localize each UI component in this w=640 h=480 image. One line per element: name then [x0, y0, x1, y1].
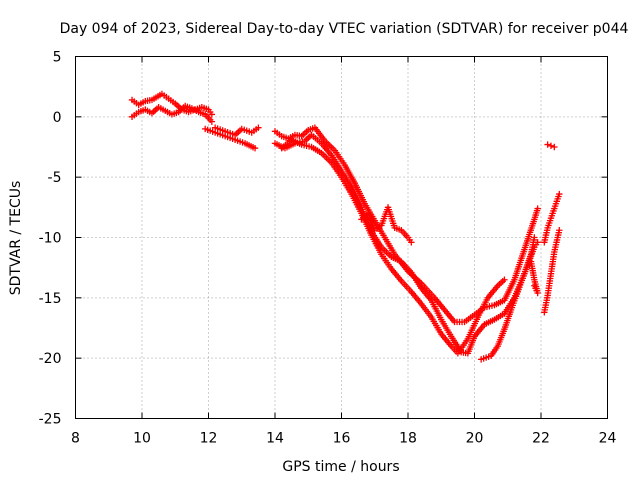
x-tick-label: 20	[466, 431, 484, 447]
data-points	[128, 90, 563, 363]
y-tick-label: -20	[39, 351, 62, 367]
x-tick-label: 14	[266, 431, 284, 447]
x-tick-label: 12	[200, 431, 218, 447]
x-tick-label: 8	[71, 431, 80, 447]
x-tick-label: 24	[599, 431, 617, 447]
data-point-track-k	[551, 143, 558, 151]
y-tick-label: 5	[53, 50, 62, 66]
data-point-track-j	[531, 282, 538, 289]
data-point-track-k	[544, 141, 551, 148]
y-tick-label: -5	[48, 170, 62, 186]
data-point-track-i	[531, 234, 538, 241]
data-point-track-g	[501, 276, 508, 283]
data-point-track-h	[408, 239, 415, 246]
axis-ticks: 8 10 12 14 16 18 20 22 24 5 0 -5 -10 -15 -20 -25	[39, 50, 617, 447]
y-tick-label: -25	[39, 412, 62, 428]
chart-title: Day 094 of 2023, Sidereal Day-to-day VTE…	[60, 21, 629, 37]
x-tick-label: 22	[532, 431, 550, 447]
data-point-track-d	[255, 124, 262, 131]
x-tick-label: 10	[133, 431, 151, 447]
y-tick-label: -10	[39, 231, 62, 247]
data-point-track-l	[556, 227, 563, 234]
data-point-track-k	[547, 142, 555, 149]
data-point-track-c	[251, 145, 259, 152]
y-tick-label: -15	[39, 291, 62, 307]
x-tick-label: 16	[333, 431, 351, 447]
y-tick-label: 0	[53, 110, 62, 126]
data-point-track-e	[534, 205, 541, 212]
data-point-track-b	[208, 118, 216, 125]
x-axis-label: GPS time / hours	[282, 459, 399, 475]
data-point-track-a	[208, 111, 216, 118]
data-point-track-m	[556, 190, 563, 198]
y-axis-label: SDTVAR / TECUs	[8, 181, 24, 296]
x-tick-label: 18	[399, 431, 417, 447]
plot-frame	[75, 56, 608, 419]
